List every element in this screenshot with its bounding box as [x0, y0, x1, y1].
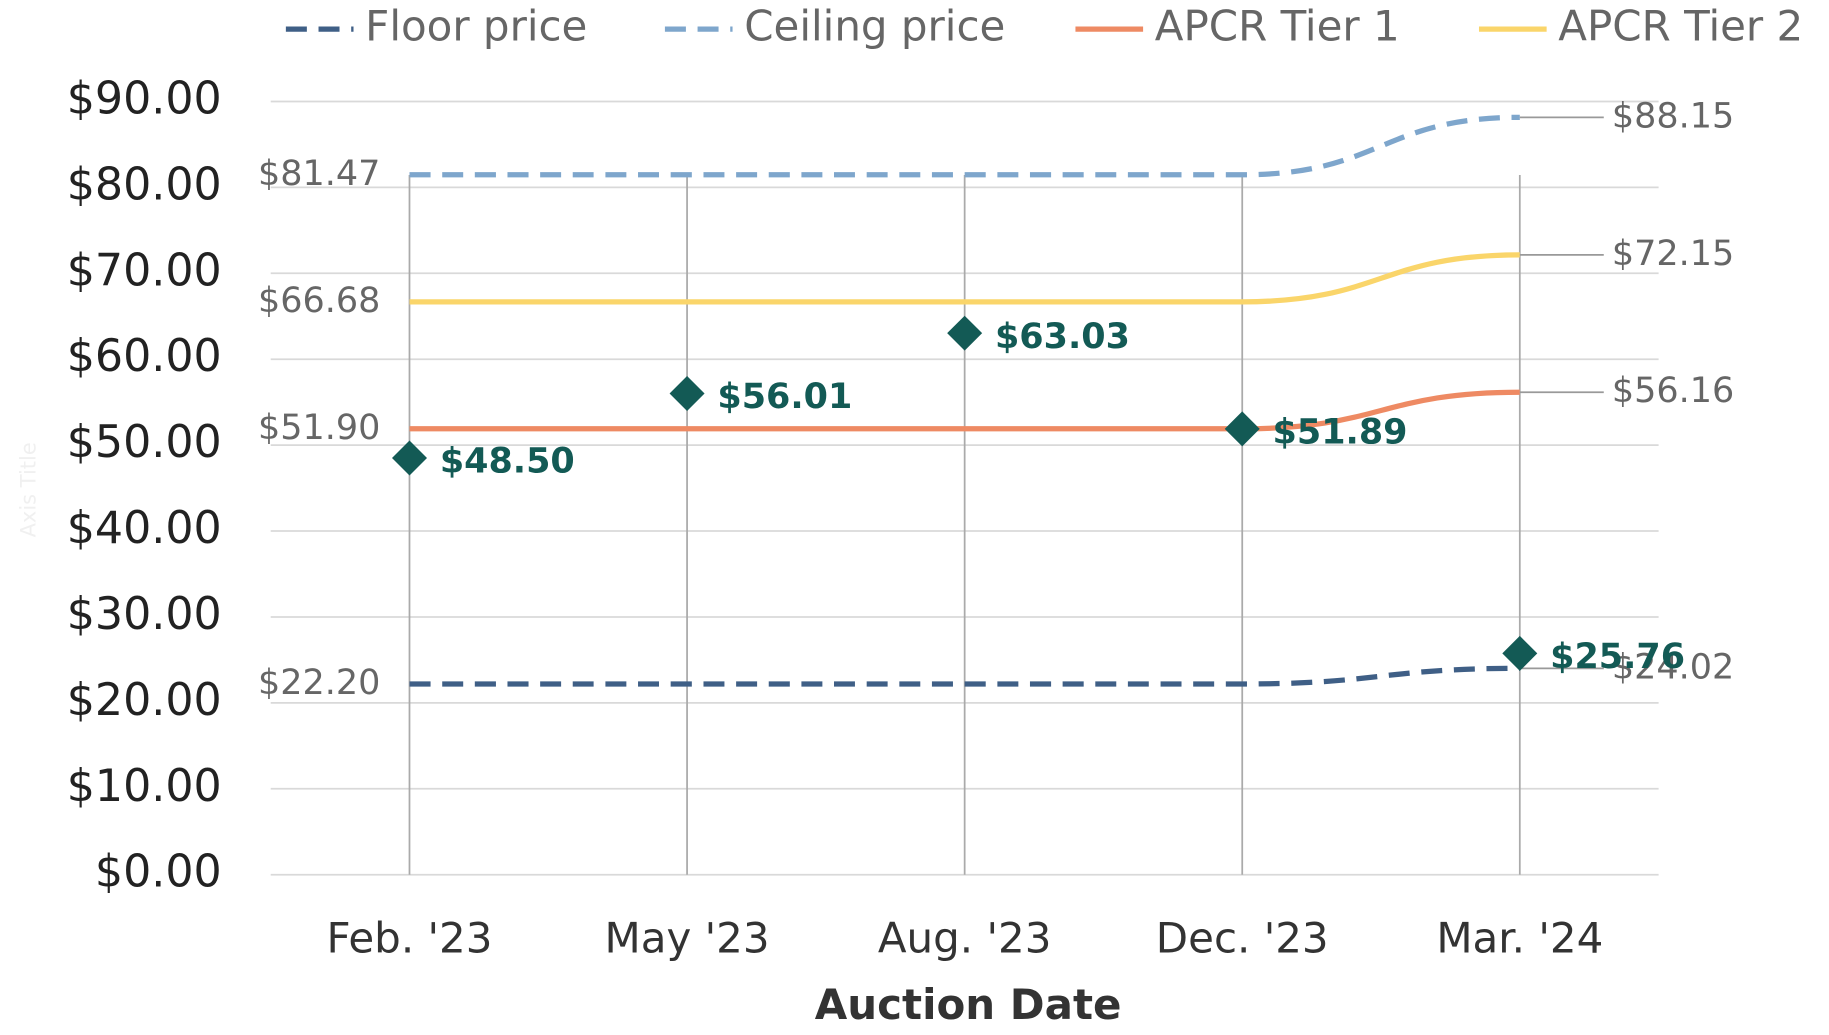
x-tick-label: Aug. '23 — [878, 914, 1052, 963]
y-tick-label: $10.00 — [67, 761, 222, 812]
y-tick-label: $40.00 — [67, 503, 222, 554]
series-line — [409, 389, 1520, 432]
y-tick-label: $0.00 — [95, 847, 222, 898]
legend-label: Floor price — [365, 2, 587, 51]
legend-label: APCR Tier 1 — [1155, 2, 1400, 51]
y-tick-label: $60.00 — [67, 331, 222, 382]
data-label: $88.15 — [1612, 96, 1734, 136]
marker — [392, 440, 427, 476]
y-tick-label: $70.00 — [67, 245, 222, 296]
data-label: $56.16 — [1612, 371, 1734, 411]
y-tick-label: $80.00 — [67, 159, 222, 210]
y-axis-title: Axis Title — [16, 442, 40, 537]
data-label: $66.68 — [258, 281, 380, 321]
marker-label: $51.89 — [1273, 413, 1408, 453]
marker-label: $56.01 — [717, 377, 852, 417]
legend-label: APCR Tier 2 — [1558, 2, 1803, 51]
marker-label: $48.50 — [440, 442, 575, 482]
x-axis-title: Auction Date — [815, 980, 1122, 1029]
y-tick-label: $50.00 — [67, 417, 222, 468]
x-tick-label: May '23 — [605, 914, 770, 963]
series-line — [409, 114, 1520, 178]
marker — [1502, 635, 1538, 671]
data-label: $24.02 — [1612, 647, 1734, 687]
y-tick-label: $30.00 — [67, 589, 222, 640]
series-line — [409, 665, 1520, 687]
marker — [1224, 411, 1260, 447]
x-tick-label: Mar. '24 — [1436, 914, 1603, 963]
legend-label: Ceiling price — [744, 2, 1005, 51]
marker-label: $25.76 — [1550, 637, 1685, 677]
x-tick-label: Dec. '23 — [1156, 914, 1329, 963]
data-label: $51.90 — [258, 408, 380, 448]
marker — [947, 315, 983, 351]
data-label: $72.15 — [1612, 234, 1734, 274]
data-label: $22.20 — [258, 663, 380, 703]
data-label: $81.47 — [258, 154, 380, 194]
x-tick-label: Feb. '23 — [327, 914, 493, 963]
marker — [669, 376, 705, 411]
y-tick-label: $20.00 — [67, 675, 222, 726]
y-tick-label: $90.00 — [67, 73, 222, 124]
marker-label: $63.03 — [995, 317, 1130, 357]
series-line — [409, 252, 1520, 305]
